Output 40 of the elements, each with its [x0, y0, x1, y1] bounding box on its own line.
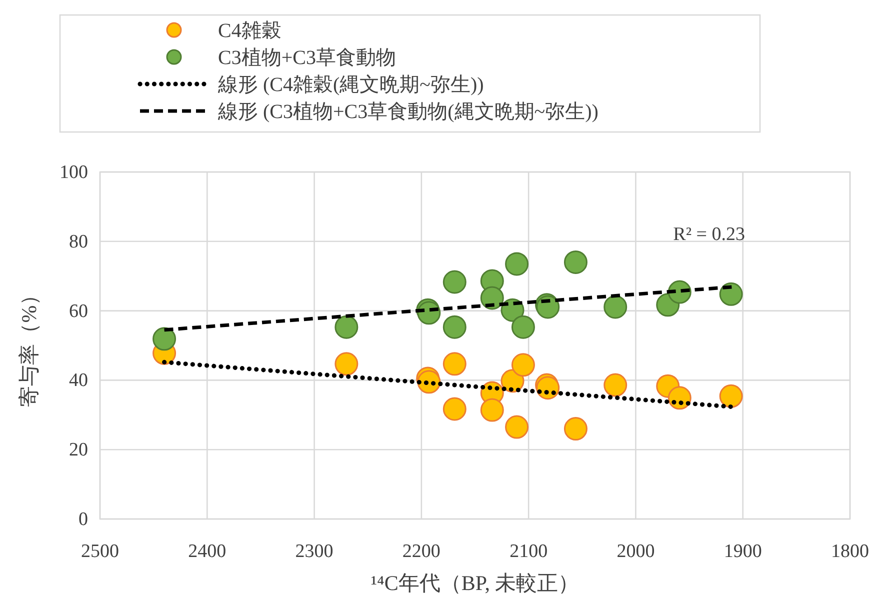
point: [505, 252, 529, 276]
x-tick-label: 1800: [831, 541, 869, 562]
x-tick-label: 2300: [295, 541, 334, 562]
y-tick-label: 40: [69, 370, 88, 392]
legend-label: C3植物+C3草食動物: [218, 47, 396, 69]
point: [564, 250, 588, 274]
point: [442, 352, 466, 376]
point: [719, 384, 743, 408]
y-tick-label: 20: [69, 440, 88, 461]
legend-label: C4雑穀: [218, 20, 282, 42]
point: [480, 286, 504, 310]
x-tick-label: 2100: [510, 541, 548, 562]
point: [442, 397, 466, 421]
y-tick-label: 80: [69, 231, 88, 252]
point: [511, 353, 535, 377]
x-tick-label: 2000: [616, 541, 655, 562]
point: [604, 295, 628, 319]
x-tick-label: 1900: [724, 541, 762, 562]
y-axis-title: 寄与率（%）: [17, 284, 41, 407]
point: [334, 315, 358, 339]
point: [152, 327, 176, 351]
x-tick-label: 2200: [402, 541, 440, 562]
point: [442, 315, 466, 339]
legend-label: 線形 (C3植物+C3草食動物(縄文晩期~弥生)): [217, 101, 598, 123]
annotation: R² = 0.23: [673, 224, 745, 245]
point: [719, 282, 743, 306]
y-tick-label: 60: [69, 300, 88, 322]
point: [334, 352, 358, 376]
y-tick-label: 100: [60, 162, 88, 183]
legend-label: 線形 (C4雑穀(縄文晩期~弥生)): [217, 74, 484, 96]
point: [511, 315, 535, 339]
y-tick-label: 0: [78, 509, 88, 530]
point: [480, 398, 504, 422]
point: [505, 415, 529, 439]
x-tick-label: 2400: [188, 541, 226, 562]
x-axis-title: ¹⁴C年代（BP, 未較正）: [370, 571, 580, 595]
point: [604, 373, 628, 397]
point: [564, 417, 588, 441]
point: [442, 270, 466, 294]
x-tick-label: 2500: [81, 541, 119, 562]
